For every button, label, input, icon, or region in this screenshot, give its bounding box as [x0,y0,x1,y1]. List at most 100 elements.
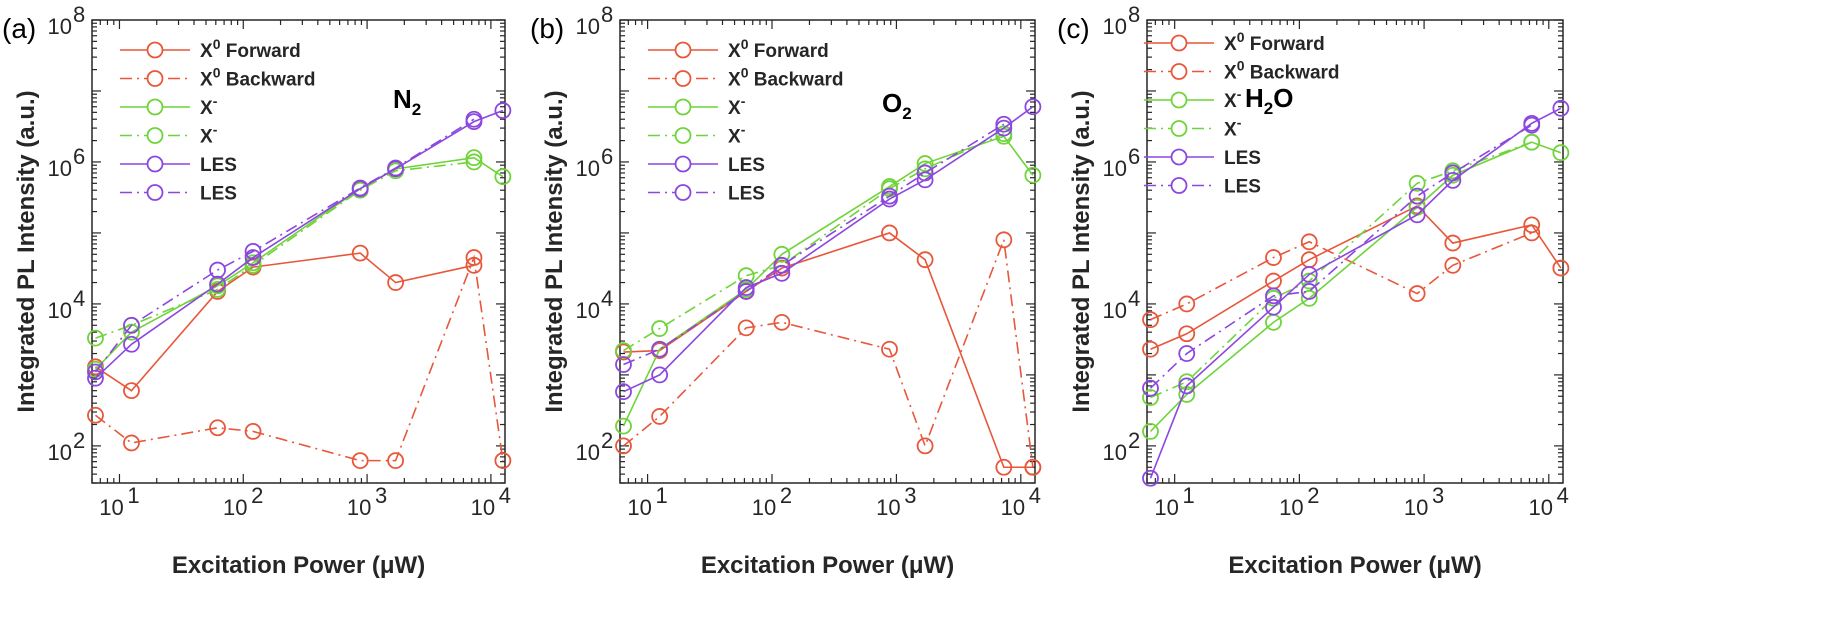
data-point [209,275,226,293]
series-line-3 [623,132,1005,352]
legend-label: X0 Forward [1224,29,1325,55]
data-point [995,458,1013,476]
data-point [1552,99,1570,117]
data-point [1265,298,1282,316]
y-axis-title: Integrated PL Intensity (a.u.) [541,90,568,412]
data-point [916,437,934,455]
data-point [1523,116,1541,134]
y-tick-label-exponent: 4 [1128,286,1140,311]
legend-marker [1170,34,1188,52]
x-tick-label: 10 [752,495,776,520]
series-line-4 [623,106,1034,393]
plot-frame [91,19,506,484]
data-point [494,102,512,119]
data-point [651,320,669,337]
y-tick-label-exponent: 2 [601,428,613,453]
series-line-4 [94,109,504,379]
x-tick-label-exponent: 4 [1557,483,1569,508]
y-tick-label-exponent: 6 [1128,144,1140,169]
data-point [916,164,934,182]
data-point [1024,458,1042,476]
data-point [494,168,512,186]
y-tick-label: 10 [1103,156,1127,181]
x-tick-label: 10 [627,495,651,520]
x-axis-title: Excitation Power (μW) [1228,552,1481,579]
panel-label: (a) [2,13,36,44]
data-point [1178,325,1196,343]
data-point [387,452,405,470]
series-line-0 [95,252,475,392]
data-point [1178,295,1196,313]
data-point [1552,144,1570,162]
legend-label: X0 Forward [728,36,829,62]
legend-marker [674,155,692,173]
y-axis-title: Integrated PL Intensity (a.u.) [13,90,40,412]
data-point [123,316,140,334]
y-axis-title: Integrated PL Intensity (a.u.) [1068,90,1095,412]
data-point [1024,98,1042,116]
y-tick-label: 10 [1103,14,1127,39]
data-point [465,110,483,128]
legend-label: LES [200,155,237,176]
data-point [737,283,755,300]
legend-marker [1170,120,1188,137]
legend-marker [674,41,692,59]
data-point [773,245,791,263]
y-tick-label: 10 [576,14,600,39]
data-point [351,452,369,470]
data-point [465,249,483,266]
y-tick-label: 10 [48,14,72,39]
data-point [387,274,405,291]
data-point [615,356,632,373]
legend-label: X- [1224,115,1242,141]
data-point [1408,285,1426,302]
y-tick-label: 10 [48,298,72,323]
gas-annotation: H2O [1245,83,1293,118]
data-point [1444,234,1462,252]
data-point [465,153,483,171]
legend-label: LES [200,184,237,205]
x-tick-label-exponent: 4 [1029,483,1041,508]
series-line-4 [1149,107,1562,479]
data-point [1265,249,1282,266]
data-point [651,366,669,384]
data-point [615,417,632,435]
data-point [773,264,791,282]
x-tick-label-exponent: 3 [904,483,916,508]
data-point [1408,187,1426,205]
y-tick-label: 10 [48,156,72,181]
data-point [881,187,898,205]
legend-marker [1170,148,1188,166]
x-tick-label-exponent: 2 [1307,483,1319,508]
x-tick-label-exponent: 3 [375,483,387,508]
data-point [87,406,104,424]
series-line-2 [94,156,504,370]
data-point [1142,469,1159,487]
y-tick-label-exponent: 2 [73,428,85,453]
x-tick-label: 10 [1279,495,1303,520]
data-point [773,313,791,331]
x-tick-label: 10 [347,495,371,520]
data-point [1300,233,1318,251]
data-point [87,369,104,387]
data-point [651,408,669,425]
series-line-2 [1149,141,1562,432]
legend-marker [674,127,692,144]
legend-label: X- [1224,86,1242,112]
data-point [1444,256,1462,274]
data-point [123,382,140,400]
legend-marker [146,127,164,144]
data-point [1523,224,1541,242]
x-tick-label: 10 [223,495,247,520]
data-point [1178,377,1196,395]
series-line-3 [1150,141,1533,399]
data-point [737,319,755,337]
y-tick-label-exponent: 8 [73,2,85,27]
x-tick-label-exponent: 4 [499,483,511,508]
series-line-1 [622,239,1034,468]
legend-label: LES [1224,148,1261,169]
data-point [773,256,791,274]
